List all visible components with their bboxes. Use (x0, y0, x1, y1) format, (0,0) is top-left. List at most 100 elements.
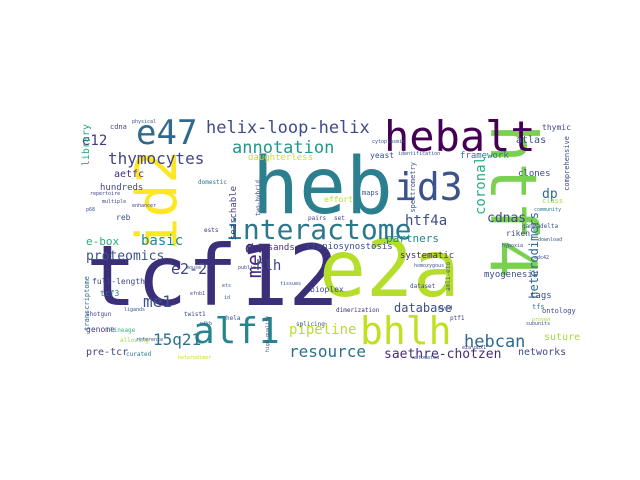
word: annotation (232, 138, 335, 158)
word: heb (252, 142, 393, 232)
word: e-box (86, 235, 120, 248)
word: dataset (410, 283, 436, 290)
word: sutures (544, 332, 580, 343)
word: 15q21 (153, 330, 202, 349)
word: me1 (143, 292, 172, 311)
word: id (224, 295, 231, 301)
word: comprehensive (563, 136, 571, 191)
word: dp (542, 187, 558, 202)
word: e2-2 (171, 260, 208, 278)
word: cdna (110, 123, 127, 131)
word: ests (204, 227, 219, 234)
word: twist1 (184, 311, 206, 318)
word: full-length (92, 277, 145, 286)
word: domestic (198, 179, 227, 186)
word: bioplex (310, 285, 344, 294)
word: download (538, 237, 563, 243)
word: genome (86, 325, 115, 334)
word: p68 (86, 207, 96, 213)
word: class (542, 197, 564, 205)
word: coronal (473, 156, 489, 216)
word: craniosynostosis (306, 242, 393, 252)
word: e2a (319, 225, 460, 315)
word: tfs (532, 303, 545, 311)
word: pairs (308, 215, 327, 222)
word: spectrometry (409, 162, 417, 213)
word: basic (141, 233, 184, 249)
word: set (334, 215, 345, 222)
word: proved (532, 317, 551, 323)
word: tissues (280, 281, 302, 287)
word: multiple (102, 199, 127, 205)
word: daughterless (248, 153, 314, 163)
word: ontology (542, 307, 576, 315)
word: nfkb (200, 321, 213, 327)
word: clones (518, 169, 551, 179)
word: curated (126, 351, 152, 358)
word: community (534, 207, 562, 213)
word: ligands (124, 307, 146, 313)
word: pipeline (289, 322, 357, 338)
word: enhancer (132, 203, 157, 209)
word-cloud: tcf12 e2a heb htf4 id2 hebalt interactom… (80, 116, 580, 366)
word: library (81, 124, 92, 167)
word: saethre-chotzen (384, 347, 502, 362)
word: cdnas (487, 211, 527, 226)
word: thymic (542, 123, 571, 132)
word: cdc42 (534, 255, 550, 261)
word: atlas (516, 135, 547, 146)
word: id3 (394, 165, 463, 209)
word: aetfc (114, 169, 145, 180)
word: database (394, 301, 452, 315)
word: myogenesis (484, 270, 539, 280)
word: ptf1 (450, 315, 465, 322)
word: partners (386, 232, 439, 245)
word: maps (362, 189, 379, 197)
word: networks (518, 347, 567, 358)
word: gammadelta (522, 223, 559, 230)
word: riken (506, 229, 531, 238)
word: heterodimer (178, 355, 212, 361)
word: alf1 (193, 311, 280, 352)
word: helix-loop-helix (206, 118, 370, 138)
word: bhlh (360, 309, 452, 353)
word: hlh (256, 258, 282, 274)
word: transcriptome (83, 276, 91, 331)
word: tcf12 (86, 227, 339, 325)
word: effort (324, 195, 353, 204)
word: subunits (526, 321, 551, 327)
word: framework (460, 151, 509, 161)
word: systematic (400, 251, 455, 261)
word: htf4a (405, 213, 448, 229)
word: homozygous (414, 263, 445, 269)
word: e47 (136, 116, 198, 153)
word: efnb1 (190, 291, 206, 297)
word: hebcan (464, 332, 526, 352)
word: tcf3 (100, 289, 120, 298)
word: htf4 (475, 124, 549, 279)
word: hela (226, 315, 241, 322)
word: identification (398, 151, 441, 157)
word: two-hybrid (255, 180, 262, 217)
word: hundreds (100, 183, 144, 193)
word: cytoplasmic (372, 139, 406, 145)
word: myod (438, 305, 453, 312)
word: thousands (246, 243, 295, 253)
word: reb (116, 213, 131, 222)
word: resource (289, 342, 367, 361)
word: pre-tcr (86, 347, 129, 358)
word: interactome (226, 213, 412, 246)
word: repertoire (90, 191, 121, 197)
word: splicing (296, 321, 325, 328)
word: hypoxia (502, 243, 524, 249)
word: shotgun (86, 311, 112, 318)
word: automated (412, 355, 440, 361)
word: allowing (120, 337, 149, 344)
word: e2a-pbx1 (462, 345, 487, 351)
word: e12 (82, 133, 108, 149)
word: reference (136, 337, 164, 343)
word: lineage (110, 327, 136, 334)
word: public (238, 265, 257, 271)
word: ets (222, 283, 232, 289)
word: dimerization (336, 307, 380, 314)
